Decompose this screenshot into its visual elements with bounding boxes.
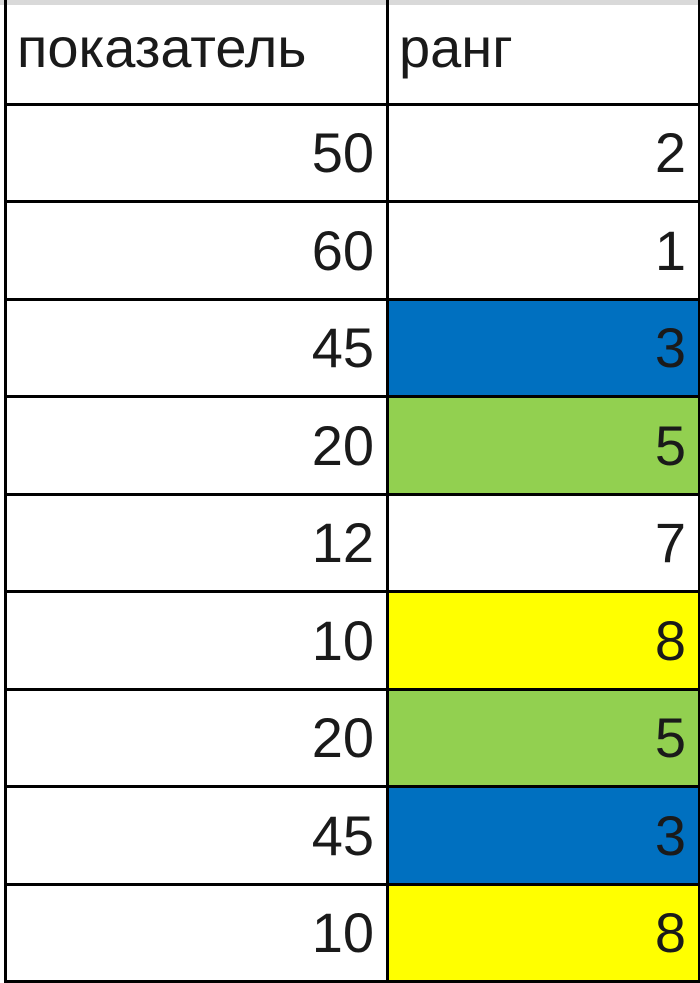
value-cell[interactable]: 20 xyxy=(4,395,389,496)
value-cell[interactable]: 50 xyxy=(4,102,389,203)
rank-cell[interactable]: 5 xyxy=(386,395,700,496)
value-cell[interactable]: 10 xyxy=(4,882,389,983)
value-cell[interactable]: 45 xyxy=(4,297,389,398)
rank-cell[interactable]: 7 xyxy=(386,492,700,593)
header-row: показатель ранг xyxy=(4,0,700,106)
rank-cell[interactable]: 1 xyxy=(386,200,700,301)
rank-cell[interactable]: 5 xyxy=(386,687,700,788)
rank-cell[interactable]: 3 xyxy=(386,297,700,398)
table-row: 10 8 xyxy=(4,882,700,983)
table-row: 45 3 xyxy=(4,297,700,398)
header-cell-value[interactable]: показатель xyxy=(4,0,389,106)
rank-cell[interactable]: 8 xyxy=(386,590,700,691)
value-cell[interactable]: 45 xyxy=(4,785,389,886)
value-cell[interactable]: 12 xyxy=(4,492,389,593)
table-row: 12 7 xyxy=(4,492,700,593)
table-row: 20 5 xyxy=(4,395,700,496)
spreadsheet-table: показатель ранг 50 2 60 1 45 3 20 5 12 7 10 8 20 5 45 3… xyxy=(4,0,700,983)
value-cell[interactable]: 10 xyxy=(4,590,389,691)
rank-cell[interactable]: 2 xyxy=(386,102,700,203)
rank-cell[interactable]: 8 xyxy=(386,882,700,983)
table-row: 50 2 xyxy=(4,102,700,203)
table-row: 45 3 xyxy=(4,785,700,886)
table-row: 20 5 xyxy=(4,687,700,788)
table-row: 60 1 xyxy=(4,200,700,301)
value-cell[interactable]: 60 xyxy=(4,200,389,301)
table-row: 10 8 xyxy=(4,590,700,691)
value-cell[interactable]: 20 xyxy=(4,687,389,788)
rank-cell[interactable]: 3 xyxy=(386,785,700,886)
header-cell-rank[interactable]: ранг xyxy=(386,0,700,106)
